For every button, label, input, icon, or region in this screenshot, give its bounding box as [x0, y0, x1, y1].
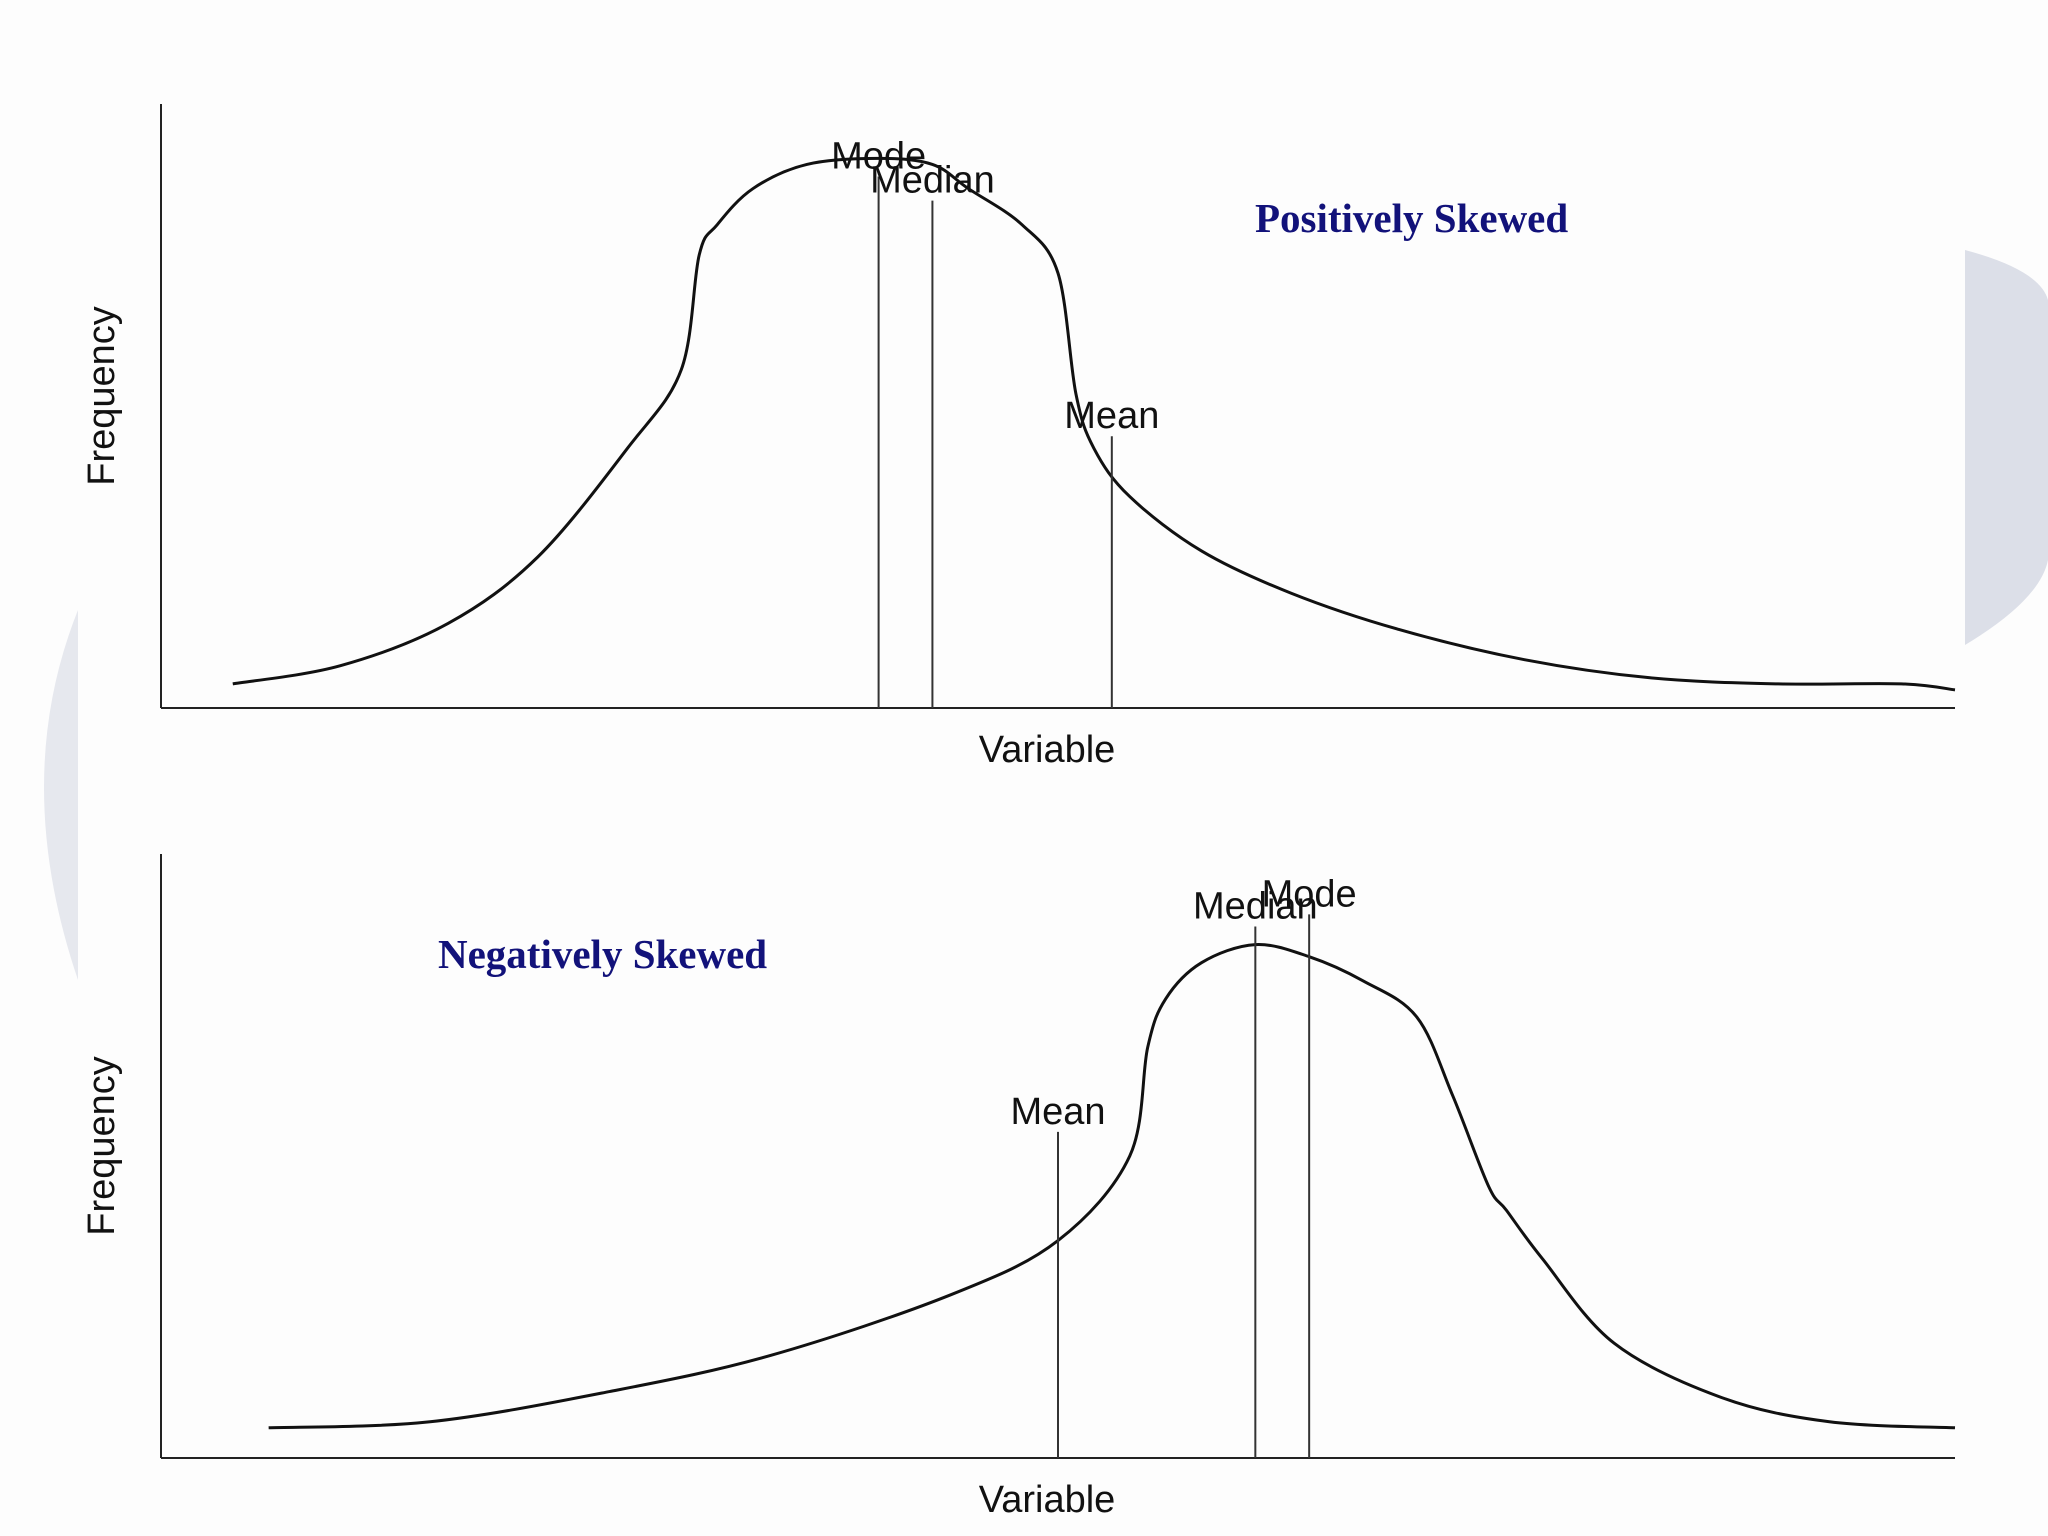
background-arc-right: [1965, 250, 2048, 645]
x-axis-label: Variable: [979, 1479, 1116, 1521]
median-marker-label: Median: [870, 160, 995, 202]
y-axis-label: Frequency: [81, 306, 123, 486]
mean-marker-label: Mean: [1064, 395, 1159, 437]
mean-marker-label: Mean: [1010, 1091, 1105, 1133]
x-axis-label: Variable: [979, 729, 1116, 771]
distribution-curve: [232, 156, 1956, 692]
mode-marker-label: Mode: [831, 135, 926, 177]
distribution-curve: [268, 943, 1956, 1430]
mode-marker-label: Mode: [1262, 873, 1357, 915]
chart-title: Positively Skewed: [1255, 195, 1568, 241]
distribution-curve-group: [232, 156, 1956, 692]
y-axis-label: Frequency: [81, 1056, 123, 1236]
distribution-curve-group: [268, 943, 1956, 1430]
background-arc-left: [44, 610, 78, 980]
median-marker-label: Median: [1193, 885, 1318, 927]
chart-title: Negatively Skewed: [438, 931, 767, 977]
